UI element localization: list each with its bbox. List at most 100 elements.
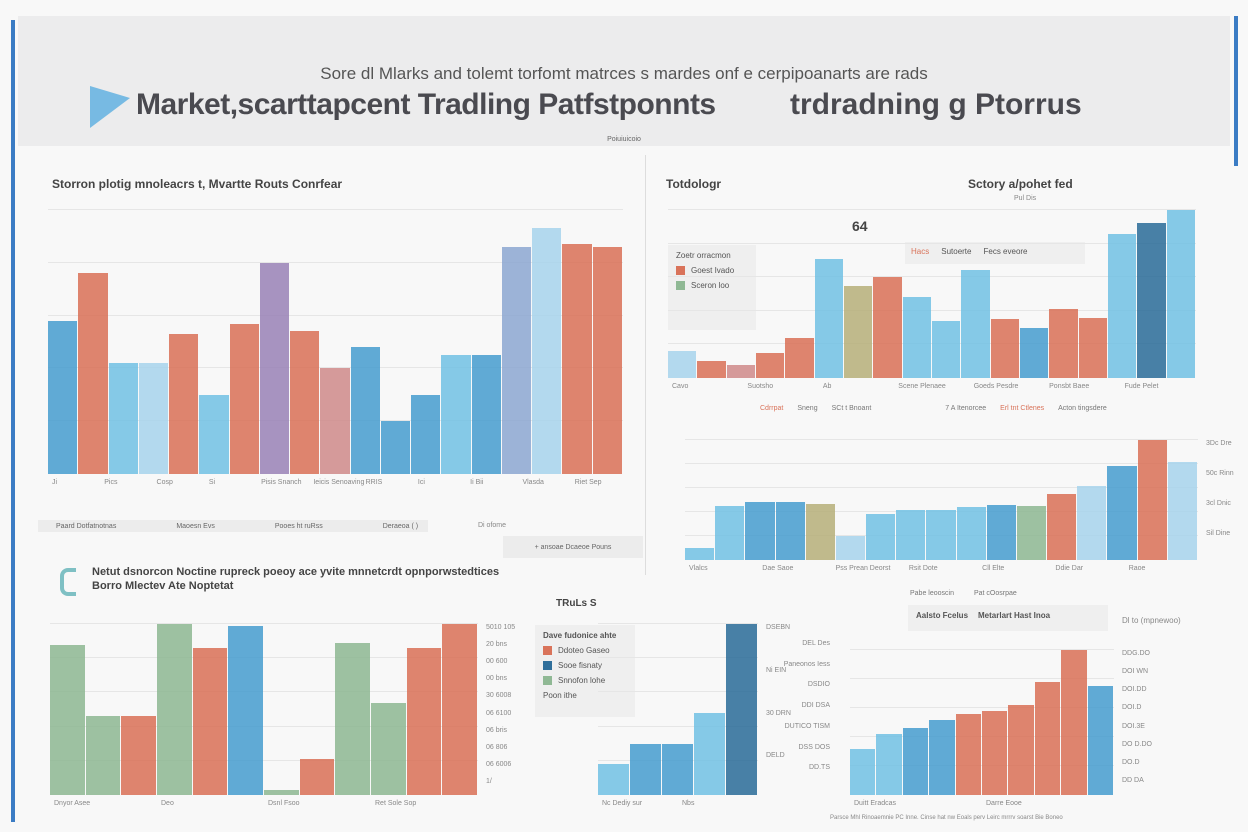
bar[interactable]	[562, 244, 592, 474]
bar[interactable]	[896, 509, 926, 560]
x-tick-label: Nbs	[682, 800, 695, 807]
bar[interactable]	[726, 364, 755, 378]
y-tick-label: 06 bris	[486, 726, 508, 734]
bar[interactable]	[1061, 650, 1087, 795]
gridline	[668, 242, 1196, 244]
bar[interactable]	[694, 712, 725, 795]
bar[interactable]	[192, 647, 228, 795]
bar[interactable]	[320, 368, 350, 474]
bar[interactable]	[873, 277, 902, 378]
bar[interactable]	[1047, 494, 1077, 560]
bar[interactable]	[745, 502, 775, 560]
strip-item[interactable]: Maoesn Evs	[176, 522, 215, 530]
bar[interactable]	[955, 713, 981, 795]
bar[interactable]	[668, 351, 697, 378]
bar[interactable]	[406, 647, 442, 795]
bar[interactable]	[1107, 466, 1137, 560]
bar[interactable]	[697, 361, 726, 378]
bar[interactable]	[1087, 686, 1113, 795]
bar[interactable]	[990, 319, 1019, 378]
bar[interactable]	[1166, 210, 1195, 378]
bar[interactable]	[501, 246, 532, 474]
marker-label: 64	[852, 218, 868, 234]
strip-item[interactable]: Paard Dotfatnotnas	[56, 522, 117, 530]
bar[interactable]	[1034, 681, 1061, 795]
bar[interactable]	[1008, 705, 1034, 795]
bar[interactable]	[1016, 506, 1047, 560]
bar[interactable]	[441, 355, 471, 474]
bar[interactable]	[844, 285, 873, 378]
bar[interactable]	[1078, 317, 1107, 378]
bar[interactable]	[1020, 327, 1049, 378]
bar[interactable]	[805, 503, 835, 560]
bar[interactable]	[929, 719, 955, 795]
bar[interactable]	[411, 394, 441, 474]
bar[interactable]	[1049, 309, 1078, 378]
bar[interactable]	[902, 297, 931, 378]
bar[interactable]	[48, 320, 78, 474]
bar[interactable]	[199, 394, 229, 474]
bar[interactable]	[1137, 440, 1167, 560]
bar[interactable]	[986, 504, 1016, 560]
bar[interactable]	[259, 262, 290, 474]
bar[interactable]	[982, 710, 1008, 795]
bar[interactable]	[350, 347, 380, 474]
bar[interactable]	[630, 743, 661, 795]
bar[interactable]	[876, 734, 902, 795]
bar[interactable]	[866, 514, 896, 560]
strip-footer[interactable]: + ansoae Dcaeoe Pouns	[503, 536, 643, 558]
bar[interactable]	[926, 509, 956, 560]
strip-item[interactable]: Deraeoa ( )	[382, 522, 419, 530]
y-tick-label: DOI WN	[1122, 668, 1149, 676]
y-tick-label: DD DA	[1122, 776, 1144, 784]
bar[interactable]	[1167, 461, 1197, 560]
filter-strip[interactable]: Paard Dotfatnotnas Maoesn Evs Pooes ht r…	[38, 520, 428, 532]
bar[interactable]	[902, 728, 929, 795]
bar[interactable]	[932, 320, 961, 378]
bar[interactable]	[850, 748, 876, 795]
bar[interactable]	[229, 323, 259, 474]
bar[interactable]	[78, 273, 108, 474]
gridline	[668, 209, 1196, 210]
bar[interactable]	[228, 625, 263, 795]
bar[interactable]	[956, 507, 986, 560]
bar[interactable]	[442, 624, 477, 795]
bar[interactable]	[157, 624, 192, 795]
y-tick-label: DO D.DO	[1122, 740, 1152, 748]
bar[interactable]	[685, 548, 715, 560]
x-tick-label: Ret Sole Sop	[375, 800, 417, 807]
bar[interactable]	[1108, 233, 1137, 378]
bar[interactable]	[726, 624, 757, 795]
bar[interactable]	[835, 536, 866, 560]
bar[interactable]	[371, 702, 406, 795]
bar[interactable]	[961, 270, 990, 378]
bar[interactable]	[121, 716, 156, 795]
bar[interactable]	[471, 355, 501, 474]
bar[interactable]	[85, 716, 121, 795]
bar[interactable]	[814, 258, 843, 378]
bar[interactable]	[335, 642, 370, 795]
bar[interactable]	[756, 352, 785, 378]
bar[interactable]	[662, 743, 693, 795]
bar[interactable]	[290, 331, 320, 474]
y-tick-label: DEL Des	[802, 640, 830, 647]
bar[interactable]	[1137, 223, 1166, 378]
bar[interactable]	[715, 506, 745, 560]
bar[interactable]	[50, 644, 85, 795]
bar[interactable]	[380, 421, 411, 474]
bar[interactable]	[785, 337, 814, 378]
logo-icon	[90, 86, 130, 128]
legend-item: Pabe leooscin	[910, 590, 954, 597]
bar[interactable]	[264, 789, 299, 795]
bar[interactable]	[598, 764, 629, 795]
x-tick-label: Cavo	[672, 383, 689, 390]
strip-item[interactable]: Pooes ht ruRss	[274, 522, 323, 530]
bar[interactable]	[108, 363, 138, 474]
bar[interactable]	[1077, 485, 1107, 560]
bar[interactable]	[299, 759, 335, 795]
bar[interactable]	[592, 246, 622, 474]
bar[interactable]	[532, 228, 562, 474]
bar[interactable]	[169, 334, 199, 474]
bar[interactable]	[775, 502, 805, 560]
bar[interactable]	[138, 363, 169, 474]
